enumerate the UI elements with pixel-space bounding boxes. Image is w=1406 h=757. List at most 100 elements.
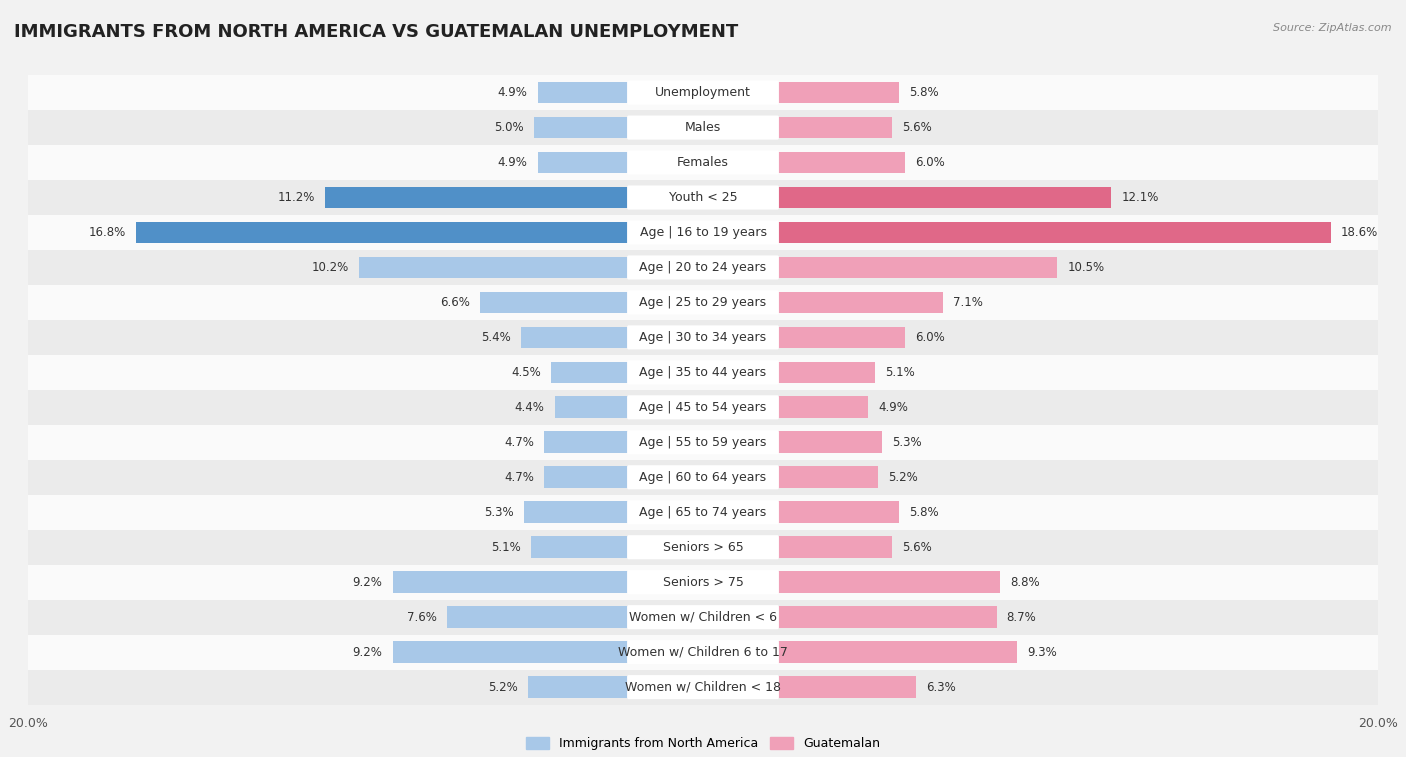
Text: 4.7%: 4.7% xyxy=(505,436,534,449)
Text: IMMIGRANTS FROM NORTH AMERICA VS GUATEMALAN UNEMPLOYMENT: IMMIGRANTS FROM NORTH AMERICA VS GUATEMA… xyxy=(14,23,738,41)
Bar xyxy=(778,537,891,558)
Text: 6.0%: 6.0% xyxy=(915,331,945,344)
FancyBboxPatch shape xyxy=(627,675,779,699)
Bar xyxy=(28,180,1378,215)
FancyBboxPatch shape xyxy=(627,220,779,245)
Bar xyxy=(28,530,1378,565)
Text: 16.8%: 16.8% xyxy=(89,226,127,239)
Bar xyxy=(359,257,628,279)
Text: Women w/ Children < 6: Women w/ Children < 6 xyxy=(628,611,778,624)
Text: 5.0%: 5.0% xyxy=(495,121,524,134)
Bar xyxy=(28,600,1378,634)
Bar xyxy=(537,82,628,104)
Bar xyxy=(481,291,628,313)
Bar xyxy=(325,187,628,208)
Bar xyxy=(28,565,1378,600)
FancyBboxPatch shape xyxy=(627,326,779,350)
Bar xyxy=(778,431,882,453)
Text: 10.2%: 10.2% xyxy=(312,261,349,274)
Text: 7.1%: 7.1% xyxy=(953,296,983,309)
Text: 9.2%: 9.2% xyxy=(353,575,382,589)
Text: 6.0%: 6.0% xyxy=(915,156,945,169)
Text: Unemployment: Unemployment xyxy=(655,86,751,99)
Bar xyxy=(778,291,942,313)
Text: Age | 30 to 34 years: Age | 30 to 34 years xyxy=(640,331,766,344)
FancyBboxPatch shape xyxy=(627,116,779,139)
Bar xyxy=(28,285,1378,320)
Text: 11.2%: 11.2% xyxy=(277,191,315,204)
Bar xyxy=(28,670,1378,705)
Bar xyxy=(28,75,1378,110)
Text: 10.5%: 10.5% xyxy=(1067,261,1105,274)
Text: 5.4%: 5.4% xyxy=(481,331,510,344)
Text: 5.2%: 5.2% xyxy=(488,681,517,693)
FancyBboxPatch shape xyxy=(627,535,779,559)
Text: Males: Males xyxy=(685,121,721,134)
Text: 9.2%: 9.2% xyxy=(353,646,382,659)
Text: Age | 45 to 54 years: Age | 45 to 54 years xyxy=(640,401,766,414)
Text: 7.6%: 7.6% xyxy=(406,611,436,624)
Bar xyxy=(551,362,628,383)
Bar xyxy=(28,320,1378,355)
FancyBboxPatch shape xyxy=(627,430,779,454)
Text: Age | 16 to 19 years: Age | 16 to 19 years xyxy=(640,226,766,239)
Bar xyxy=(136,222,628,243)
Bar xyxy=(778,222,1330,243)
Text: 5.3%: 5.3% xyxy=(891,436,921,449)
Bar xyxy=(534,117,628,139)
Text: 4.5%: 4.5% xyxy=(512,366,541,378)
Text: 5.3%: 5.3% xyxy=(485,506,515,519)
Bar xyxy=(778,466,879,488)
FancyBboxPatch shape xyxy=(627,500,779,525)
Bar xyxy=(531,537,628,558)
Bar xyxy=(28,634,1378,670)
FancyBboxPatch shape xyxy=(627,255,779,279)
Bar xyxy=(778,151,905,173)
Bar xyxy=(527,676,628,698)
Bar xyxy=(392,641,628,663)
Bar xyxy=(537,151,628,173)
Bar xyxy=(392,572,628,593)
FancyBboxPatch shape xyxy=(627,640,779,664)
FancyBboxPatch shape xyxy=(627,395,779,419)
FancyBboxPatch shape xyxy=(627,80,779,104)
FancyBboxPatch shape xyxy=(627,466,779,489)
Text: Age | 60 to 64 years: Age | 60 to 64 years xyxy=(640,471,766,484)
Bar xyxy=(778,257,1057,279)
Text: 5.6%: 5.6% xyxy=(903,540,932,553)
Text: Women w/ Children < 18: Women w/ Children < 18 xyxy=(626,681,780,693)
Bar xyxy=(28,355,1378,390)
Text: 6.3%: 6.3% xyxy=(925,681,956,693)
Text: 4.9%: 4.9% xyxy=(498,156,527,169)
Text: 5.8%: 5.8% xyxy=(908,506,938,519)
Text: Age | 20 to 24 years: Age | 20 to 24 years xyxy=(640,261,766,274)
Text: 4.7%: 4.7% xyxy=(505,471,534,484)
Bar xyxy=(778,117,891,139)
Text: Women w/ Children 6 to 17: Women w/ Children 6 to 17 xyxy=(619,646,787,659)
Text: Females: Females xyxy=(678,156,728,169)
Text: 5.8%: 5.8% xyxy=(908,86,938,99)
Text: Age | 25 to 29 years: Age | 25 to 29 years xyxy=(640,296,766,309)
Bar xyxy=(778,82,898,104)
Text: 12.1%: 12.1% xyxy=(1122,191,1159,204)
Text: 9.3%: 9.3% xyxy=(1026,646,1057,659)
Text: 4.4%: 4.4% xyxy=(515,401,544,414)
Bar xyxy=(544,431,628,453)
Bar xyxy=(28,145,1378,180)
Bar xyxy=(778,572,1000,593)
FancyBboxPatch shape xyxy=(627,605,779,629)
Bar xyxy=(778,362,875,383)
Bar xyxy=(447,606,628,628)
Bar xyxy=(778,606,997,628)
Text: Age | 55 to 59 years: Age | 55 to 59 years xyxy=(640,436,766,449)
Text: 4.9%: 4.9% xyxy=(498,86,527,99)
Bar xyxy=(778,326,905,348)
Bar xyxy=(524,501,628,523)
Text: Age | 65 to 74 years: Age | 65 to 74 years xyxy=(640,506,766,519)
Text: 5.1%: 5.1% xyxy=(491,540,520,553)
Bar xyxy=(778,501,898,523)
Text: Seniors > 75: Seniors > 75 xyxy=(662,575,744,589)
Text: Age | 35 to 44 years: Age | 35 to 44 years xyxy=(640,366,766,378)
Text: 4.9%: 4.9% xyxy=(879,401,908,414)
Bar xyxy=(28,459,1378,495)
